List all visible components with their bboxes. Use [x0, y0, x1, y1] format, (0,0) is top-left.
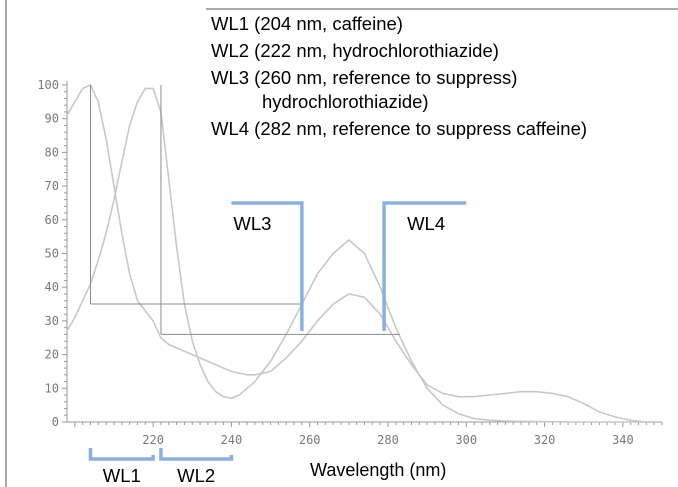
legend-line-wl3: WL3 (260 nm, reference to suppress): [211, 67, 517, 88]
x-tick-label: 320: [534, 433, 556, 447]
guide-lines: [89, 85, 400, 335]
legend-line-wl2: WL2 (222 nm, hydrochlorothiazide): [211, 40, 499, 61]
legend-line-wl3-cont: hydrochlorothiazide): [262, 91, 429, 112]
y-tick-label: 0: [52, 415, 59, 429]
x-tick-label: 340: [612, 433, 634, 447]
x-axis-label: Wavelength (nm): [310, 460, 446, 480]
wl4-bracket: [382, 201, 467, 332]
y-tick-label: 10: [45, 381, 59, 395]
legend-line-wl1: WL1 (204 nm, caffeine): [211, 13, 403, 34]
y-tick-label: 50: [45, 247, 59, 261]
y-tick-label: 20: [45, 348, 59, 362]
wl4-label: WL4: [407, 213, 445, 234]
wl2-label: WL2: [177, 465, 215, 486]
y-tick-label: 100: [37, 78, 59, 92]
x-tick-label: 280: [377, 433, 399, 447]
x-tick-label: 240: [221, 433, 243, 447]
y-tick-label: 90: [45, 112, 59, 126]
legend-line-wl4: WL4 (282 nm, reference to suppress caffe…: [211, 118, 587, 139]
wl3-label: WL3: [233, 213, 271, 234]
y-tick-label: 30: [45, 314, 59, 328]
wl1-bar: [88, 448, 155, 461]
wl3-bracket: [231, 201, 304, 332]
y-tick-label: 60: [45, 213, 59, 227]
wavelength-brackets: WL3 WL4 WL1 WL2: [88, 201, 467, 486]
y-tick-label: 80: [45, 145, 59, 159]
y-tick-label: 70: [45, 179, 59, 193]
x-tick-label: 260: [299, 433, 321, 447]
wl2-bar: [159, 448, 234, 461]
y-tick-label: 40: [45, 280, 59, 294]
spectrum-line-1: [66, 84, 662, 423]
spectrum-curves: [66, 84, 662, 423]
legend: WL1 (204 nm, caffeine) WL2 (222 nm, hydr…: [211, 13, 587, 139]
wl1-label: WL1: [103, 465, 141, 486]
x-tick-label: 220: [142, 433, 164, 447]
x-tick-label: 300: [455, 433, 477, 447]
spectrum-line-2: [66, 87, 662, 423]
axes: 0 10 20 30 40 50 60 70 80 90 100 220 240 260 280 300 320…: [37, 78, 663, 447]
